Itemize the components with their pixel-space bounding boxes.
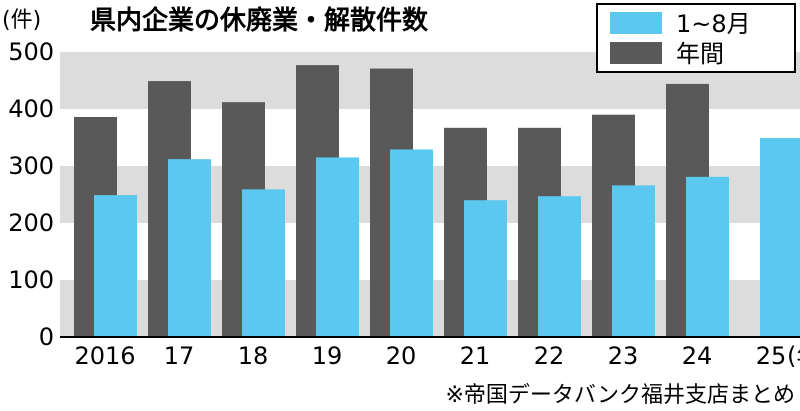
plot-area <box>74 65 800 338</box>
y-axis: 0 100 200 300 400 500 <box>8 38 54 351</box>
chart-title: 県内企業の休廃業・解散件数 <box>90 5 429 36</box>
x-tick-label: 2016 <box>74 342 135 370</box>
x-tick-label: 18 <box>238 342 269 370</box>
legend-swatch-annual <box>610 42 662 64</box>
bar-1-8-24 <box>686 176 729 337</box>
bar-1-8-23 <box>612 185 655 337</box>
bar-1-8-25 <box>760 138 800 337</box>
y-tick-label: 200 <box>8 209 54 237</box>
legend-label-annual: 年間 <box>676 40 724 68</box>
x-tick-label: 23 <box>608 342 639 370</box>
x-tick-label: 21 <box>460 342 491 370</box>
legend: 1~8月 年間 <box>596 3 796 73</box>
y-tick-label: 100 <box>8 266 54 294</box>
y-tick-label: 300 <box>8 152 54 180</box>
y-tick-label: 500 <box>8 38 54 66</box>
source-note: ※帝国データバンク福井支店まとめ <box>445 383 795 408</box>
bar-1-8-21 <box>464 200 507 337</box>
bar-1-8-2016 <box>94 195 137 337</box>
y-tick-label: 400 <box>8 95 54 123</box>
bar-1-8-17 <box>168 159 211 337</box>
y-tick-label: 0 <box>39 323 54 351</box>
legend-swatch-1-8 <box>610 12 662 34</box>
x-axis: 2016 17 18 19 20 21 22 23 24 25(年) <box>74 342 800 370</box>
x-axis-unit: (年) <box>787 342 800 370</box>
bar-1-8-18 <box>242 189 285 337</box>
x-tick-label: 24 <box>682 342 713 370</box>
legend-label-1-8: 1~8月 <box>676 10 751 38</box>
x-tick-label: 17 <box>164 342 195 370</box>
x-tick-label: 22 <box>534 342 565 370</box>
x-tick-label: 20 <box>386 342 417 370</box>
bar-1-8-22 <box>538 196 581 337</box>
x-tick-label: 19 <box>312 342 343 370</box>
y-axis-unit: (件) <box>2 8 41 33</box>
bar-1-8-19 <box>316 157 359 337</box>
bar-1-8-20 <box>390 149 433 337</box>
x-tick-label: 25 <box>756 342 787 370</box>
